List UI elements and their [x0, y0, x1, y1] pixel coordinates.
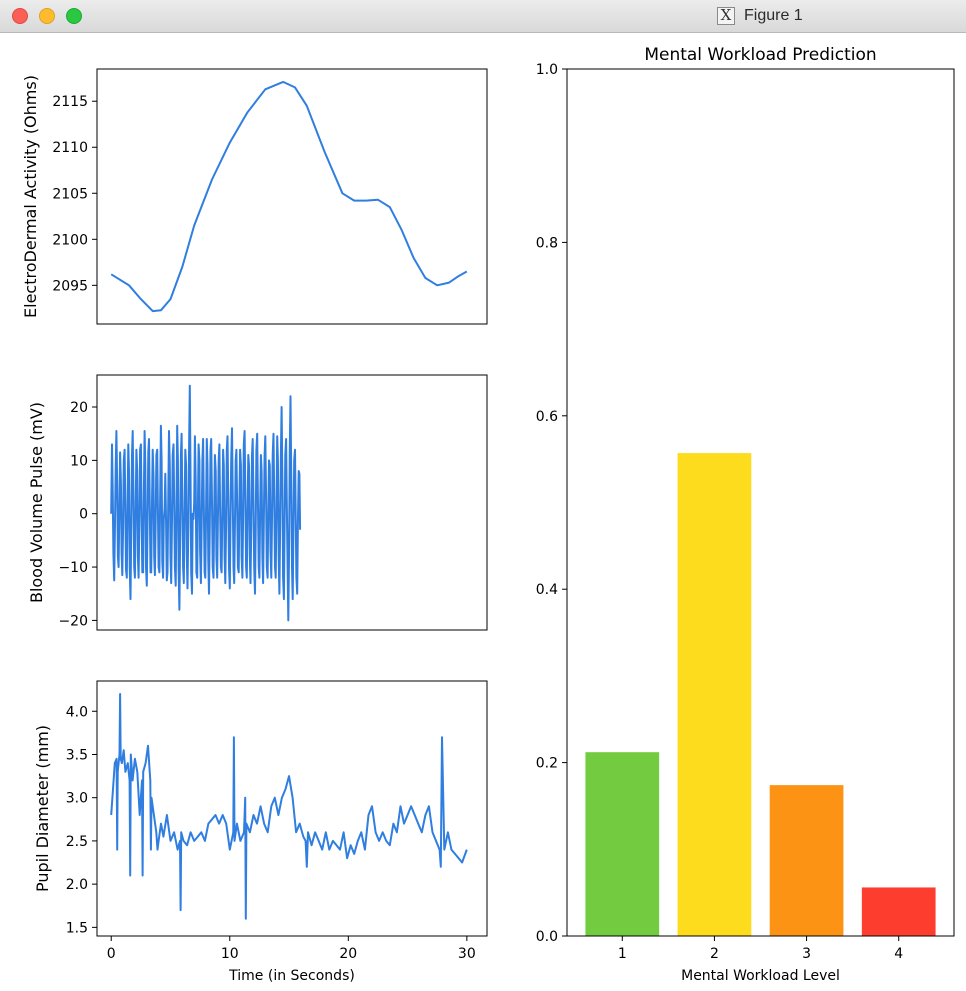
bar-chart: 0.0 0.2 0.4 0.6 0.8 1.0 1 2 3 4 Mental Workload Le… [536, 45, 955, 984]
y-tick-label: 0.6 [536, 409, 558, 425]
window-title-text: Figure 1 [744, 7, 803, 24]
y-tick-label: 1.0 [536, 62, 558, 78]
bar-level-1 [585, 752, 660, 936]
y-tick-label: 0 [79, 507, 88, 523]
bar-level-4 [861, 887, 936, 936]
y-tick-label: 3.5 [66, 747, 88, 763]
x-axis-label: Mental Workload Level [681, 968, 840, 984]
y-axis-label: Blood Volume Pulse (mV) [27, 402, 46, 603]
series-line [110, 693, 468, 920]
bar-level-3 [769, 785, 844, 936]
y-tick-label: 0.2 [536, 756, 558, 772]
x-axis-label: Time (in Seconds) [228, 968, 355, 984]
x-tick-label: 10 [221, 946, 239, 962]
x-tick-label: 1 [618, 946, 627, 962]
close-button[interactable] [12, 8, 28, 24]
axes-frame [96, 680, 488, 937]
axes-frame [96, 374, 488, 631]
y-tick-label: 2.0 [66, 877, 88, 893]
y-tick-label: −10 [58, 560, 88, 576]
x-tick-label: 2 [710, 946, 719, 962]
x11-icon: X [717, 7, 735, 25]
subplot-3: 1.5 2.0 2.5 3.0 3.5 4.0 0 10 20 30 Time (in Second… [33, 680, 488, 984]
y-tick-label: 20 [70, 400, 88, 416]
zoom-button[interactable] [66, 8, 82, 24]
x-tick-label: 30 [458, 946, 476, 962]
y-tick-label: 2110 [52, 140, 88, 156]
y-tick-label: 2115 [52, 94, 88, 110]
x-tick-label: 20 [339, 946, 357, 962]
x-tick-label: 4 [894, 946, 903, 962]
y-tick-label: 1.5 [66, 920, 88, 936]
chart-title: Mental Workload Prediction [644, 45, 876, 65]
y-tick-label: 2.5 [66, 834, 88, 850]
subplot-1: 2095 2100 2105 2110 2115 ElectroDermal Activi… [21, 68, 488, 325]
y-tick-label: 0.0 [536, 929, 558, 945]
y-tick-label: 0.8 [536, 235, 558, 251]
minimize-button[interactable] [39, 8, 55, 24]
x-tick-label: 0 [107, 946, 116, 962]
y-axis-label: ElectroDermal Activity (Ohms) [21, 75, 40, 318]
x-tick-label: 3 [802, 946, 811, 962]
axes-frame [566, 68, 955, 937]
y-tick-label: 0.4 [536, 582, 558, 598]
bar-level-2 [677, 453, 752, 936]
window-title: X Figure 1 [717, 6, 803, 26]
y-tick-label: 2095 [52, 278, 88, 294]
y-tick-label: −20 [58, 613, 88, 629]
y-tick-label: 2105 [52, 186, 88, 202]
y-tick-label: 2100 [52, 232, 88, 248]
y-tick-label: 4.0 [66, 704, 88, 720]
subplot-2: −20 −10 0 10 20 Blood Volume Pulse (mV) [27, 374, 488, 631]
series-line [110, 384, 302, 622]
y-axis-label: Pupil Diameter (mm) [33, 725, 52, 892]
series-line [110, 80, 468, 313]
y-tick-label: 3.0 [66, 791, 88, 807]
window-titlebar: X Figure 1 [0, 0, 966, 33]
y-tick-label: 10 [70, 453, 88, 469]
axes-frame [96, 68, 488, 325]
